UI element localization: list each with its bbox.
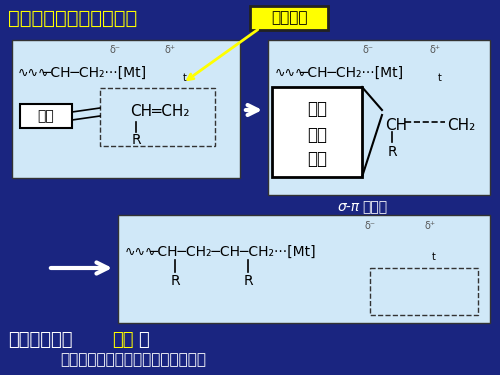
Bar bbox=[20, 104, 72, 128]
Bar bbox=[272, 87, 362, 177]
Text: 链增长过程的: 链增长过程的 bbox=[8, 331, 72, 349]
Text: 空位: 空位 bbox=[38, 109, 54, 123]
Text: CH₂: CH₂ bbox=[447, 117, 475, 132]
Text: t: t bbox=[432, 252, 436, 262]
Text: δ⁻: δ⁻ bbox=[364, 221, 376, 231]
Text: 过渡金属: 过渡金属 bbox=[271, 10, 307, 26]
Text: ∿∿∿: ∿∿∿ bbox=[125, 246, 156, 258]
Text: 链增长反应可表示如下：: 链增长反应可表示如下： bbox=[8, 9, 137, 27]
Text: R: R bbox=[387, 145, 397, 159]
Text: t: t bbox=[183, 73, 187, 83]
Text: ─CH─CH₂···[Mt]: ─CH─CH₂···[Mt] bbox=[299, 66, 403, 80]
Bar bbox=[100, 88, 215, 146]
Text: δ⁺: δ⁺ bbox=[424, 221, 436, 231]
Text: 环状: 环状 bbox=[307, 100, 327, 118]
Text: σ-π: σ-π bbox=[338, 200, 360, 214]
Text: δ⁺: δ⁺ bbox=[430, 45, 440, 55]
Text: 状态: 状态 bbox=[307, 150, 327, 168]
Text: ─CH─CH₂─CH─CH₂···[Mt]: ─CH─CH₂─CH─CH₂···[Mt] bbox=[149, 245, 316, 259]
Text: 配合物: 配合物 bbox=[362, 200, 387, 214]
Text: ：: ： bbox=[138, 331, 149, 349]
Text: ∿∿∿: ∿∿∿ bbox=[18, 66, 50, 80]
Text: t: t bbox=[438, 73, 442, 83]
Text: ∿∿∿: ∿∿∿ bbox=[275, 66, 306, 80]
Text: δ⁻: δ⁻ bbox=[362, 45, 374, 55]
Bar bbox=[268, 40, 490, 195]
Bar bbox=[118, 215, 490, 323]
Text: R: R bbox=[170, 274, 180, 288]
Text: δ⁻: δ⁻ bbox=[110, 45, 120, 55]
Text: 过渡: 过渡 bbox=[307, 126, 327, 144]
Text: ─CH─CH₂···[Mt]: ─CH─CH₂···[Mt] bbox=[42, 66, 146, 80]
Text: 本质: 本质 bbox=[112, 331, 134, 349]
Text: R: R bbox=[131, 133, 141, 147]
Text: CH: CH bbox=[385, 117, 407, 132]
Bar bbox=[370, 268, 478, 315]
Text: R: R bbox=[243, 274, 253, 288]
Bar bbox=[250, 6, 328, 30]
Text: 单体对增长链端络合物的插入反应。: 单体对增长链端络合物的插入反应。 bbox=[60, 352, 206, 368]
Bar bbox=[12, 40, 240, 178]
Text: CH═CH₂: CH═CH₂ bbox=[130, 105, 190, 120]
Text: δ⁺: δ⁺ bbox=[164, 45, 175, 55]
